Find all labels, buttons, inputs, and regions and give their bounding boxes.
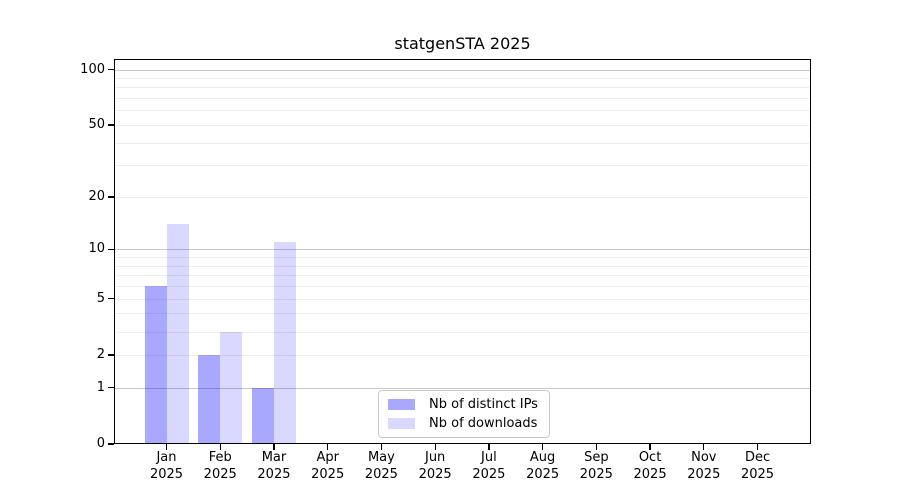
y-tick-label-100: 100 [80,61,105,77]
x-tick-year: 2025 [149,466,184,482]
y-tick-label-5: 5 [96,290,105,306]
gridline-minor-4 [114,313,811,315]
bar-mar-series2 [273,242,296,444]
x-tick-oct [649,444,651,450]
gridline-minor-70 [114,98,811,100]
x-tick-month: Nov [691,450,717,465]
y-tick-2 [108,354,114,356]
gridline-minor-3 [114,331,811,333]
x-tick-label-dec: Dec 2025 [726,450,790,483]
x-tick-label-mar: Mar 2025 [242,450,306,483]
x-tick-label-aug: Aug 2025 [511,450,575,483]
gridline-minor-5 [114,298,811,300]
x-tick-month: Sep [584,450,609,465]
y-tick-label-1: 1 [96,379,105,395]
y-tick-20 [108,196,114,198]
x-tick-month: Jul [481,450,497,465]
x-tick-dec [756,444,759,450]
legend-swatch-2 [388,418,415,429]
x-tick-year: 2025 [311,466,345,482]
x-tick-month: Feb [208,450,232,465]
y-tick-5 [108,297,114,300]
gridline-minor-8 [114,265,811,267]
x-tick-label-may: May 2025 [349,450,413,483]
y-tick-label-0: 0 [96,436,105,451]
x-tick-nov [703,444,705,450]
legend-swatch-1 [388,399,415,410]
gridline-minor-40 [114,142,811,144]
gridline-minor-6 [114,286,811,288]
plot-area: Nb of distinct IPs Nb of downloads [114,59,811,444]
gridline-major-10 [114,249,811,251]
x-tick-month: Aug [529,450,556,465]
x-tick-year: 2025 [633,466,667,482]
gridline-minor-90 [114,77,811,79]
x-tick-month: May [367,450,395,465]
gridline-minor-7 [114,275,811,277]
legend-entry-2: Nb of downloads [388,416,538,431]
x-tick-year: 2025 [526,466,560,482]
chart-title: statgenSTA 2025 [394,34,531,53]
x-tick-label-oct: Oct 2025 [618,450,682,483]
legend-entry-1: Nb of distinct IPs [388,397,538,412]
bar-jan-series1 [144,286,167,444]
x-tick-apr [327,444,329,450]
y-tick-label-20: 20 [88,188,105,204]
x-tick-label-jan: Jan 2025 [135,450,199,483]
legend-label-1: Nb of distinct IPs [429,397,538,412]
y-tick-100 [108,68,114,71]
gridline-minor-20 [114,196,811,198]
x-tick-year: 2025 [472,466,506,482]
y-tick-10 [108,248,114,251]
x-tick-jan [165,444,168,450]
x-tick-jun [434,444,436,450]
x-tick-month: Dec [744,450,771,465]
gridline-minor-80 [114,87,811,89]
x-tick-aug [541,444,544,450]
bar-feb-series1 [198,354,221,444]
x-tick-sep [595,444,597,450]
gridline-minor-60 [114,110,811,112]
gridline-minor-50 [114,124,811,126]
y-tick-0 [108,443,114,445]
y-tick-50 [108,124,114,126]
x-tick-mar [273,444,275,450]
x-tick-year: 2025 [257,466,291,482]
gridline-minor-30 [114,165,811,167]
x-tick-label-jul: Jul 2025 [457,450,521,483]
gridline-major-100 [114,69,811,71]
x-tick-feb [219,444,221,450]
x-tick-year: 2025 [203,466,237,482]
x-tick-month: Jan [156,450,177,465]
y-tick-label-10: 10 [88,241,105,257]
gridline-minor-9 [114,257,811,259]
x-tick-month: Oct [638,450,662,465]
x-tick-label-sep: Sep 2025 [564,450,628,483]
y-tick-label-2: 2 [96,346,105,362]
x-tick-year: 2025 [740,466,775,482]
y-tick-1 [108,387,114,389]
x-tick-label-nov: Nov 2025 [672,450,736,483]
x-tick-may [380,444,383,450]
x-tick-year: 2025 [579,466,613,482]
x-tick-year: 2025 [418,466,452,482]
gridline-major-1 [114,387,811,389]
bar-feb-series2 [220,331,243,444]
bar-jan-series2 [166,224,189,444]
x-tick-month: Jun [424,450,446,465]
gridline-minor-2 [114,354,811,356]
x-tick-label-apr: Apr 2025 [296,450,360,483]
bar-mar-series1 [251,387,274,444]
x-tick-year: 2025 [687,466,721,482]
x-tick-month: Apr [316,450,339,465]
x-tick-label-feb: Feb 2025 [188,450,252,483]
legend: Nb of distinct IPs Nb of downloads [378,390,550,438]
x-tick-month: Mar [261,450,287,465]
x-tick-year: 2025 [364,466,398,482]
y-tick-label-50: 50 [88,116,105,132]
legend-label-2: Nb of downloads [429,416,538,431]
x-tick-label-jun: Jun 2025 [403,450,467,483]
x-tick-jul [488,444,490,450]
